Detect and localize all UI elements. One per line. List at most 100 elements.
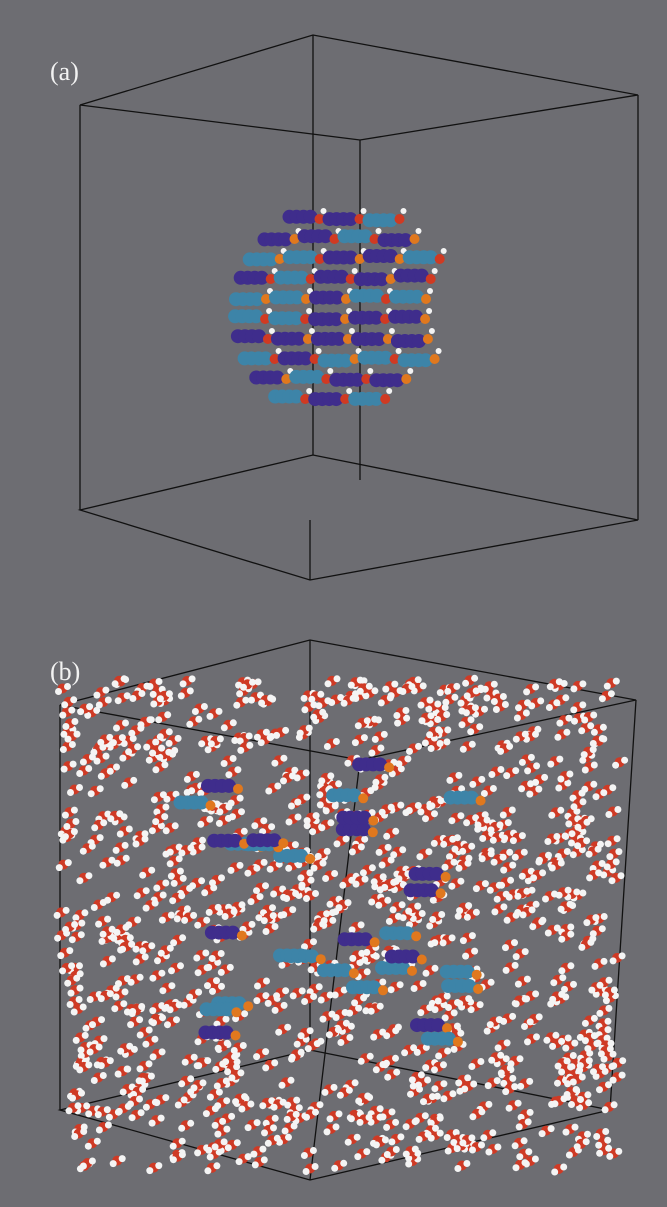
hydrogen: [558, 906, 565, 913]
hydrogen: [500, 693, 507, 700]
hydrogen: [579, 701, 586, 708]
hydrogen: [271, 1059, 278, 1066]
hydrogen: [527, 780, 534, 787]
hydrogen: [582, 767, 589, 774]
hydrogen: [583, 919, 590, 926]
hydrogen: [113, 847, 120, 854]
head-atom: [411, 931, 421, 941]
hydrogen: [263, 729, 270, 736]
hydrogen: [271, 760, 278, 767]
figure: (a) (b): [0, 0, 667, 1207]
hydrogen: [80, 759, 87, 766]
hydrogen: [198, 877, 205, 884]
hydrogen: [426, 308, 432, 314]
hydrogen: [473, 885, 480, 892]
hydrogen: [261, 859, 268, 866]
hydrogen: [570, 685, 577, 692]
hydrogen: [388, 692, 395, 699]
hydrogen: [177, 962, 184, 969]
hydrogen: [432, 268, 438, 274]
hydrogen: [511, 1083, 518, 1090]
hydrogen: [368, 899, 375, 906]
head-atom: [476, 796, 486, 806]
hydrogen: [133, 841, 140, 848]
hydrogen: [340, 1160, 347, 1167]
hydrogen: [610, 1062, 617, 1069]
hydrogen: [522, 1159, 529, 1166]
hydrogen: [94, 758, 101, 765]
hydrogen: [318, 824, 325, 831]
hydrogen: [100, 899, 107, 906]
hydrogen: [525, 1118, 532, 1125]
hydrogen: [431, 810, 438, 817]
hydrogen: [490, 837, 497, 844]
head-atom: [423, 334, 433, 344]
hydrogen: [312, 1163, 319, 1170]
hydrogen: [607, 1045, 614, 1052]
hydrogen: [170, 1156, 177, 1163]
hydrogen: [536, 857, 543, 864]
hydrogen: [334, 675, 341, 682]
hydrogen: [350, 695, 357, 702]
head-atom: [233, 784, 243, 794]
hydrogen: [159, 987, 166, 994]
hydrogen: [491, 859, 498, 866]
hydrogen: [336, 904, 343, 911]
hydrogen: [565, 820, 572, 827]
hydrogen: [574, 842, 581, 849]
hydrogen: [198, 740, 205, 747]
hydrogen: [318, 997, 325, 1004]
hydrogen: [360, 869, 367, 876]
hydrogen: [268, 823, 275, 830]
hydrogen: [272, 1115, 279, 1122]
hydrogen: [155, 716, 162, 723]
hydrogen: [204, 982, 211, 989]
hydrogen: [316, 983, 323, 990]
hydrogen: [280, 1099, 287, 1106]
hydrogen: [556, 720, 563, 727]
hydrogen: [181, 917, 188, 924]
hydrogen: [200, 1079, 207, 1086]
hydrogen: [379, 809, 386, 816]
hydrogen: [173, 1016, 180, 1023]
hydrogen: [99, 938, 106, 945]
hydrogen: [331, 1084, 338, 1091]
hydrogen: [57, 952, 64, 959]
hydrogen: [137, 974, 144, 981]
hydrogen: [497, 821, 504, 828]
hydrogen: [272, 1007, 279, 1014]
hydrogen: [503, 891, 510, 898]
hydrogen: [471, 948, 478, 955]
hydrogen: [285, 865, 292, 872]
hydrogen: [592, 963, 599, 970]
hydrogen: [427, 697, 434, 704]
hydrogen: [526, 1078, 533, 1085]
hydrogen: [541, 774, 548, 781]
hydrogen: [100, 960, 107, 967]
hydrogen: [146, 757, 153, 764]
hydrogen: [422, 815, 429, 822]
hydrogen: [119, 734, 126, 741]
hydrogen: [162, 804, 169, 811]
hydrogen: [273, 992, 280, 999]
hydrogen: [327, 992, 334, 999]
hydrogen: [378, 1157, 385, 1164]
hydrogen: [506, 849, 513, 856]
hydrogen: [459, 721, 466, 728]
hydrogen: [111, 1005, 118, 1012]
hydrogen: [595, 846, 602, 853]
hydrogen: [315, 853, 322, 860]
hydrogen: [523, 688, 530, 695]
hydrogen: [249, 679, 256, 686]
hydrogen: [448, 883, 455, 890]
hydrogen: [107, 815, 114, 822]
hydrogen: [600, 871, 607, 878]
hydrogen: [449, 1090, 456, 1097]
hydrogen: [584, 1131, 591, 1138]
hydrogen: [567, 931, 574, 938]
hydrogen: [483, 695, 490, 702]
hydrogen: [405, 908, 412, 915]
hydrogen: [357, 688, 364, 695]
hydrogen: [151, 1036, 158, 1043]
hydrogen: [605, 1081, 612, 1088]
